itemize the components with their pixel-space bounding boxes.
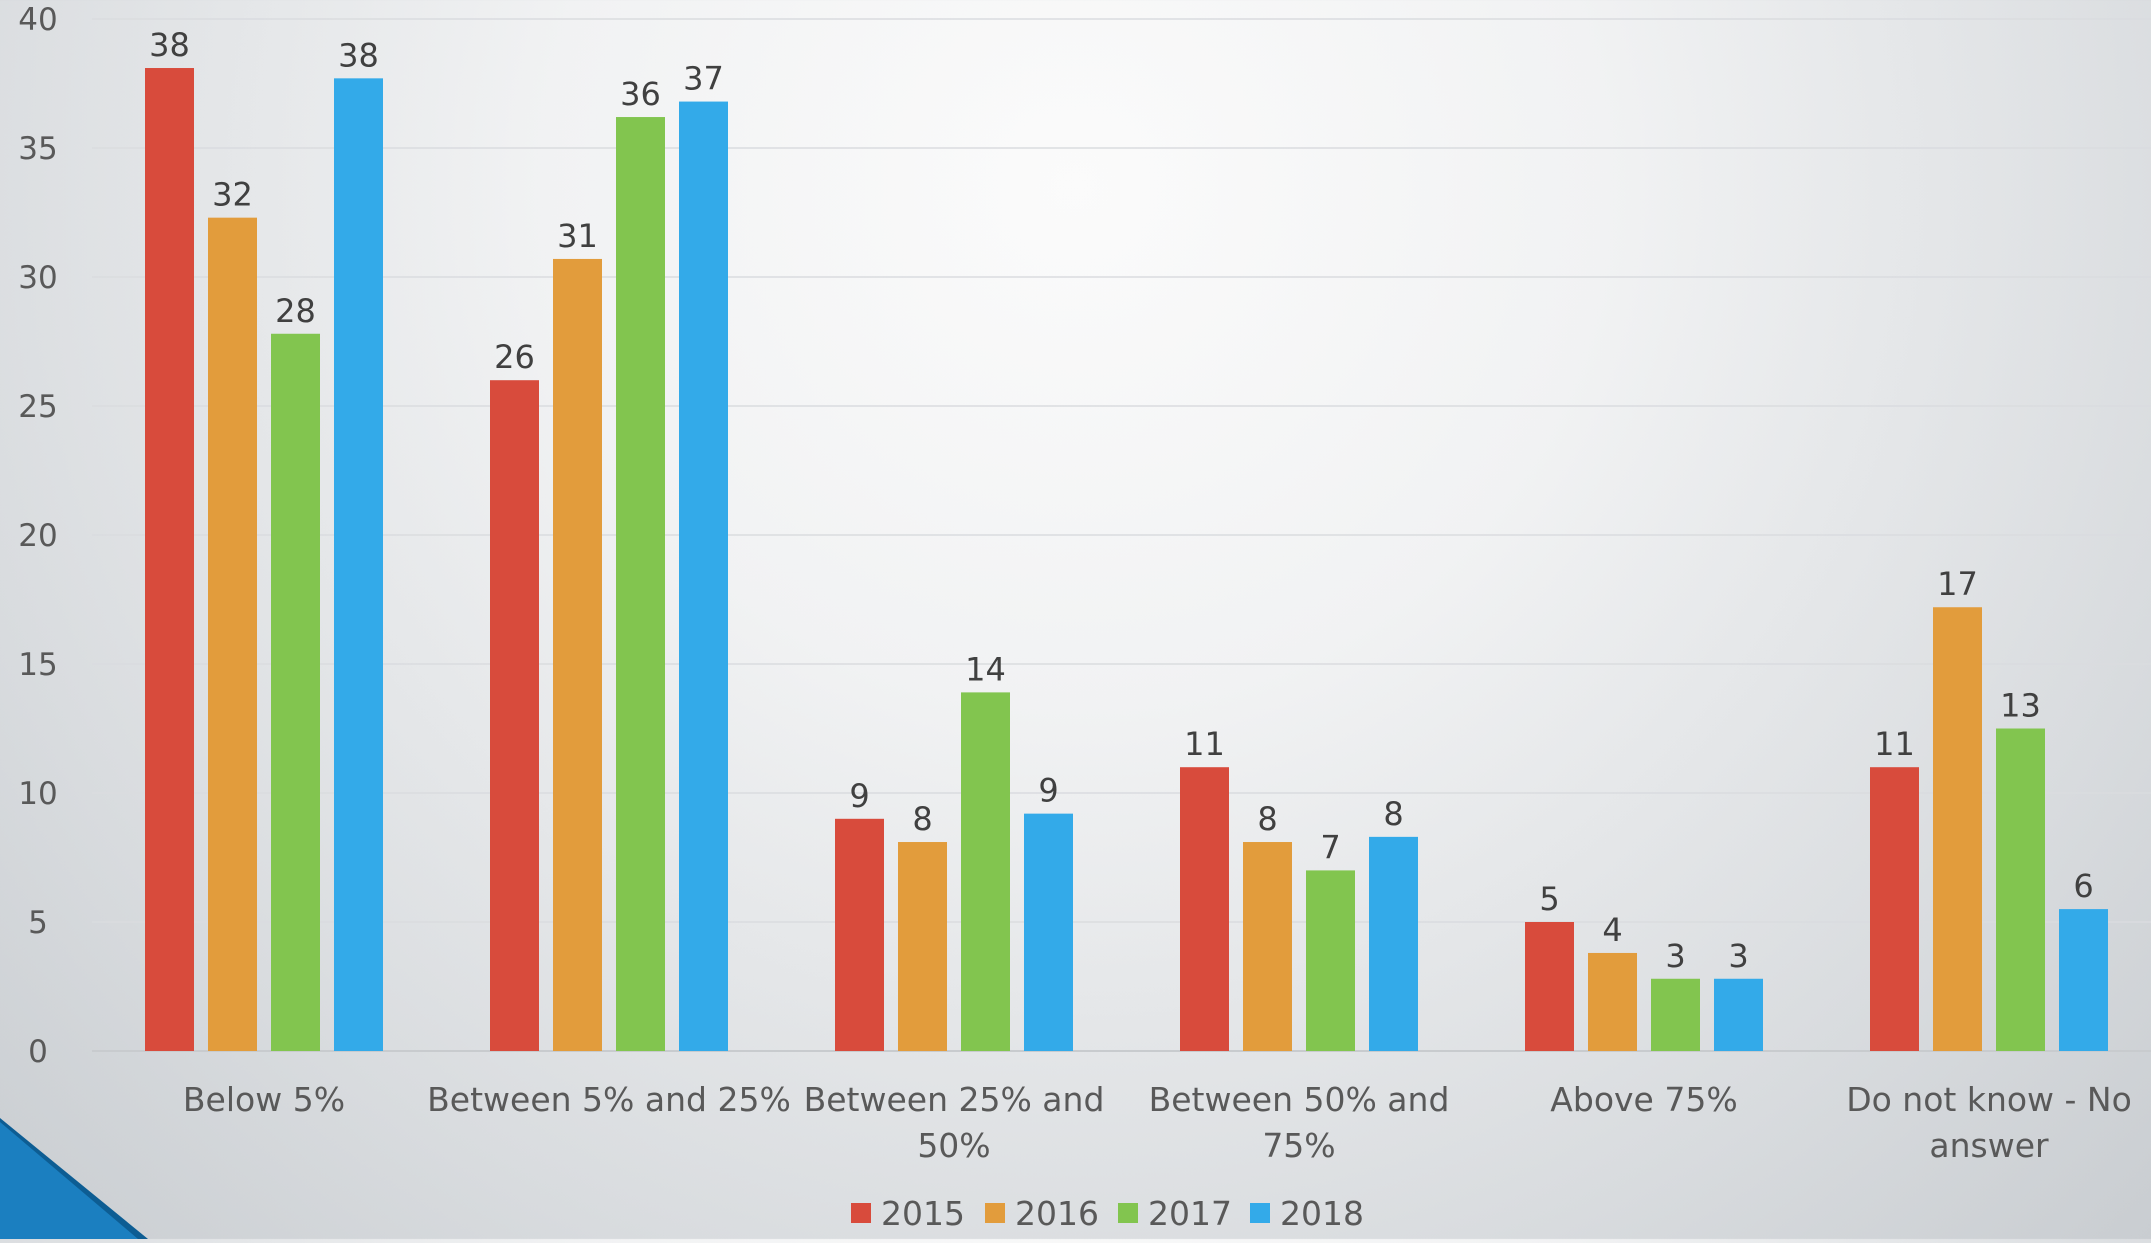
- bar-2018: [1369, 836, 1418, 1051]
- data-label: 17: [1937, 565, 1978, 603]
- y-axis: 0 5 10 15 20 25 30 35 40: [18, 2, 57, 1070]
- category-label: answer: [1929, 1126, 2049, 1165]
- data-label: 7: [1320, 828, 1340, 866]
- category-label: Do not know - No: [1846, 1080, 2132, 1119]
- y-tick-label: 30: [18, 260, 57, 296]
- y-tick-label: 20: [18, 518, 57, 554]
- legend: 2015 2016 2017 2018: [851, 1194, 1364, 1233]
- legend-label: 2017: [1148, 1194, 1232, 1233]
- y-tick-label: 15: [18, 647, 57, 683]
- bar-2018: [679, 101, 728, 1051]
- bar-2016: [208, 217, 257, 1051]
- legend-swatch-2016: [985, 1203, 1005, 1223]
- bar-2016: [1588, 952, 1637, 1051]
- bar-2017: [1996, 728, 2045, 1051]
- gridlines: [92, 18, 2151, 1052]
- data-label: 14: [965, 650, 1006, 688]
- data-label: 38: [149, 26, 190, 64]
- data-label: 3: [1665, 937, 1685, 975]
- bar-2015: [490, 380, 539, 1051]
- legend-swatch-2017: [1118, 1203, 1138, 1223]
- bar-2018: [334, 78, 383, 1052]
- data-label: 6: [2073, 867, 2093, 905]
- legend-swatch-2015: [851, 1203, 871, 1223]
- data-label: 9: [1038, 772, 1058, 810]
- legend-label: 2015: [881, 1194, 965, 1233]
- y-tick-label: 40: [18, 2, 57, 38]
- bars: [145, 68, 2108, 1052]
- category-label: Below 5%: [183, 1080, 345, 1119]
- bar-2018: [1714, 978, 1763, 1051]
- data-label: 3: [1728, 937, 1748, 975]
- y-tick-label: 5: [28, 905, 48, 941]
- bar-2017: [1651, 978, 1700, 1051]
- bar-2018: [2059, 909, 2108, 1051]
- category-label: Between 50% and: [1149, 1080, 1450, 1119]
- data-label: 36: [620, 75, 661, 113]
- data-label: 11: [1184, 725, 1225, 763]
- bar-2016: [1243, 842, 1292, 1051]
- bar-2017: [1306, 870, 1355, 1051]
- bar-2015: [835, 818, 884, 1051]
- bar-2017: [271, 333, 320, 1051]
- data-label: 8: [912, 800, 932, 838]
- data-label: 8: [1257, 800, 1277, 838]
- data-label: 28: [275, 292, 316, 330]
- data-label: 11: [1874, 725, 1915, 763]
- corner-shape: [0, 1122, 138, 1239]
- bar-2015: [145, 68, 194, 1051]
- bar-2016: [898, 842, 947, 1051]
- data-label: 26: [494, 338, 535, 376]
- legend-label: 2016: [1015, 1194, 1099, 1233]
- x-axis: Below 5% Between 5% and 25% Between 25% an…: [183, 1080, 2132, 1165]
- bar-2016: [1933, 607, 1982, 1051]
- y-tick-label: 10: [18, 776, 57, 812]
- data-label: 38: [338, 36, 379, 74]
- category-label: 75%: [1262, 1126, 1335, 1165]
- data-label: 31: [557, 217, 598, 255]
- corner-decoration: [0, 1118, 148, 1239]
- data-label: 32: [212, 176, 253, 214]
- bar-2015: [1180, 767, 1229, 1051]
- bar-2017: [961, 692, 1010, 1051]
- data-label: 5: [1539, 880, 1559, 918]
- y-tick-label: 0: [28, 1034, 48, 1070]
- category-label: Between 25% and: [804, 1080, 1105, 1119]
- bar-2015: [1870, 767, 1919, 1051]
- legend-swatch-2018: [1250, 1203, 1270, 1223]
- bar-2016: [553, 258, 602, 1051]
- data-label: 13: [2000, 687, 2041, 725]
- bar-2018: [1024, 813, 1073, 1051]
- category-label: Between 5% and 25%: [427, 1080, 791, 1119]
- legend-label: 2018: [1280, 1194, 1364, 1233]
- data-label: 8: [1383, 795, 1403, 833]
- bar-2015: [1525, 922, 1574, 1051]
- data-label: 4: [1602, 911, 1622, 949]
- y-tick-label: 25: [18, 389, 57, 425]
- bar-2017: [616, 117, 665, 1052]
- category-label: Above 75%: [1550, 1080, 1737, 1119]
- data-label: 9: [849, 777, 869, 815]
- y-tick-label: 35: [18, 131, 57, 167]
- data-label: 37: [683, 60, 724, 98]
- category-label: 50%: [917, 1126, 990, 1165]
